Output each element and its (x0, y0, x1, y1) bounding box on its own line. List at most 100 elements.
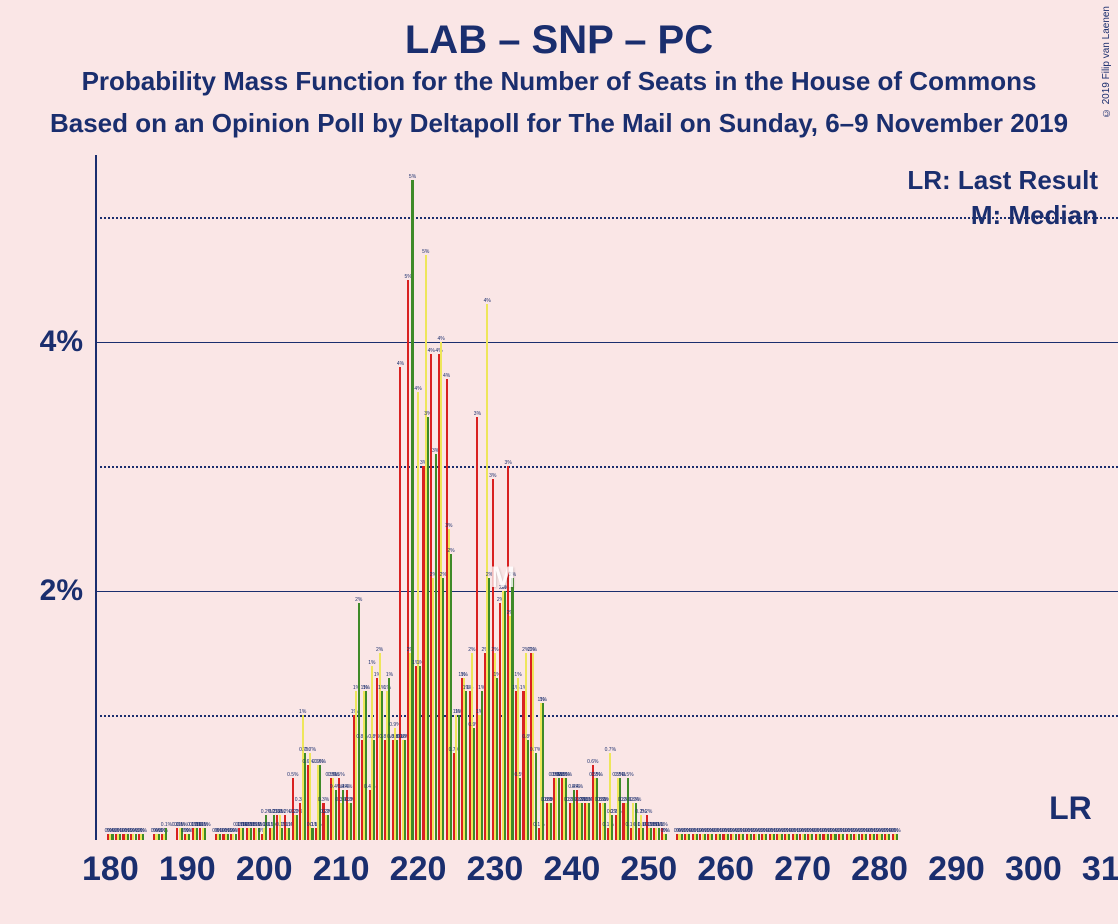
bar-g (881, 834, 883, 840)
bar-value-label: 2% (530, 647, 537, 653)
bar-g (611, 815, 613, 840)
bar-g (704, 834, 706, 840)
bar-g (627, 778, 629, 840)
bar-g (281, 828, 283, 840)
bar-g (327, 815, 329, 840)
bar-g (111, 834, 113, 840)
bar-value-label: 0.6% (315, 759, 326, 765)
bar-value-label: 0.3% (318, 797, 329, 803)
bar-value-label: 0.3% (630, 797, 641, 803)
x-tick-label: 270 (774, 850, 831, 889)
bar-g (581, 803, 583, 840)
chart-container: LAB – SNP – PC Probability Mass Function… (0, 0, 1118, 924)
legend-lr: LR: Last Result (907, 165, 1098, 196)
bar-value-label: 4% (443, 373, 450, 379)
bar-g (419, 666, 421, 840)
bar-value-label: 4% (484, 298, 491, 304)
gridline-minor (95, 217, 1118, 219)
bar-g (496, 678, 498, 840)
bar-g (788, 834, 790, 840)
bar-value-label: 0.5% (561, 772, 572, 778)
bar-g (473, 728, 475, 840)
bar-g (235, 834, 237, 840)
bar-value-label: 0.7% (605, 747, 616, 753)
bar-g (665, 834, 667, 840)
bar-g (142, 834, 144, 840)
bar-value-label: 2% (447, 548, 454, 554)
bar-value-label: 2% (355, 597, 362, 603)
bar-g (650, 828, 652, 840)
median-marker: M (490, 561, 515, 595)
bar-value-label: 0.5% (622, 772, 633, 778)
bar-g (458, 715, 460, 840)
x-tick-label: 250 (620, 850, 677, 889)
bar-g (504, 591, 506, 840)
bar-g (719, 834, 721, 840)
bar-g (834, 834, 836, 840)
bar-g (288, 828, 290, 840)
bar-g (711, 834, 713, 840)
bar-g (158, 834, 160, 840)
bar-value-label: 0.1% (176, 822, 187, 828)
x-tick-label: 210 (313, 850, 370, 889)
chart-title: LAB – SNP – PC (0, 18, 1118, 63)
x-tick-label: 230 (467, 850, 524, 889)
bar-value-label: 5% (409, 174, 416, 180)
bar-g (896, 834, 898, 840)
bar-g (642, 828, 644, 840)
bar-g (550, 803, 552, 840)
bar-g (127, 834, 129, 840)
bar-g (196, 828, 198, 840)
bar-value-label: 3% (505, 460, 512, 466)
bar-g (527, 740, 529, 840)
bar-g (888, 834, 890, 840)
bar-g (311, 828, 313, 840)
bar-g (858, 834, 860, 840)
bar-value-label: 2% (468, 647, 475, 653)
bar-value-label: 3% (445, 523, 452, 529)
bar-g (842, 834, 844, 840)
x-tick-label: 290 (928, 850, 985, 889)
bar-g (873, 834, 875, 840)
bar-g (488, 578, 490, 840)
bar-value-label: 0.5% (591, 772, 602, 778)
bar-g (519, 778, 521, 840)
bar-value-label: 0.4% (572, 784, 583, 790)
y-axis (95, 155, 97, 840)
bar-value-label: 4% (414, 386, 421, 392)
bar-g (388, 678, 390, 840)
bar-g (265, 815, 267, 840)
bar-g (596, 778, 598, 840)
bar-g (373, 740, 375, 840)
bar-value-label: 4% (428, 348, 435, 354)
bar-g (242, 828, 244, 840)
bar-value-label: 0% (140, 828, 147, 834)
bar-g (365, 691, 367, 840)
bar-value-label: 0.5% (333, 772, 344, 778)
bar-g (319, 765, 321, 840)
bar-g (865, 834, 867, 840)
bar-g (135, 834, 137, 840)
gridline-minor (95, 715, 1118, 717)
x-tick-label: 190 (159, 850, 216, 889)
bar-g (588, 803, 590, 840)
bar-g (404, 740, 406, 840)
bar-g (558, 778, 560, 840)
bar-g (350, 803, 352, 840)
bar-value-label: 1% (386, 672, 393, 678)
x-tick-label: 180 (82, 850, 139, 889)
bar-g (219, 834, 221, 840)
bar-value-label: 4% (397, 361, 404, 367)
bar-g (119, 834, 121, 840)
x-tick-label: 240 (544, 850, 601, 889)
x-tick-label: 300 (1005, 850, 1062, 889)
bar-g (296, 815, 298, 840)
bar-g (227, 834, 229, 840)
y-tick-label: 2% (40, 574, 83, 608)
bar-g (465, 691, 467, 840)
bar-value-label: 1% (299, 709, 306, 715)
bar-g (427, 417, 429, 840)
bar-value-label: 2% (491, 647, 498, 653)
bar-g (273, 815, 275, 840)
bar-value-label: 0.4% (341, 784, 352, 790)
